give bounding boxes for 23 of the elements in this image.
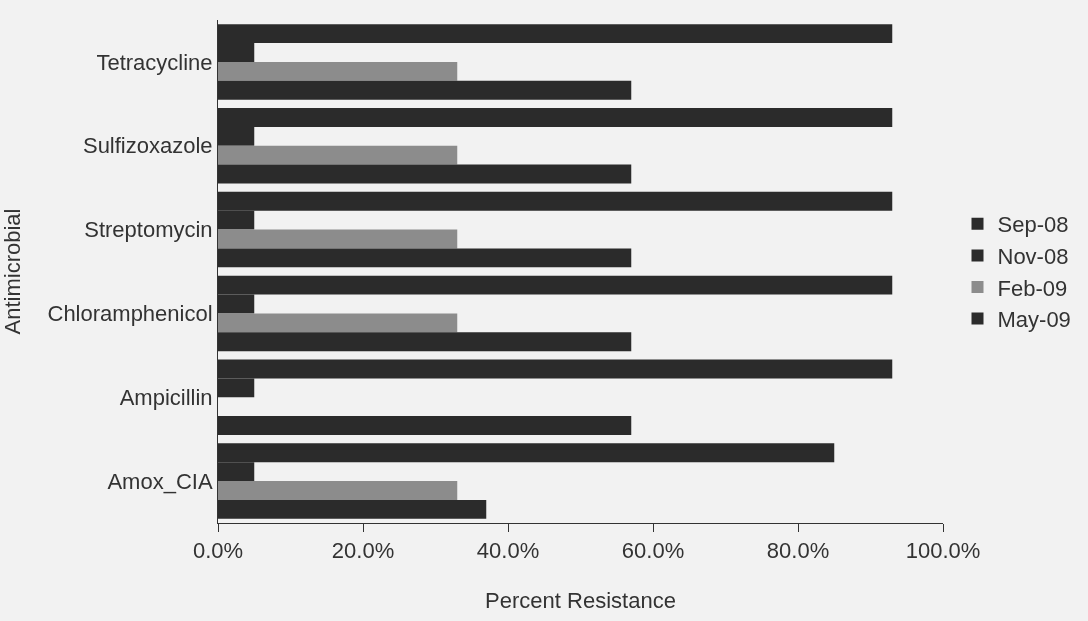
legend-label: May-09 xyxy=(997,307,1071,333)
y-tick-label: Streptomycin xyxy=(84,217,213,243)
bar xyxy=(218,61,458,81)
x-axis-title: Percent Resistance xyxy=(485,588,676,614)
x-tick-label: 60.0% xyxy=(621,538,685,564)
y-tick-label: Chloramphenicol xyxy=(47,301,213,327)
legend-label: Nov-08 xyxy=(997,243,1069,269)
x-tick-label: 0.0% xyxy=(192,538,244,564)
y-tick-label: Ampicillin xyxy=(119,384,213,410)
y-tick-label: Amox_CIA xyxy=(107,468,213,494)
x-tick-label: 80.0% xyxy=(766,538,830,564)
bar xyxy=(218,229,458,249)
bar xyxy=(218,313,458,333)
x-tick-label: 20.0% xyxy=(331,538,395,564)
x-tick-label: 100.0% xyxy=(905,538,981,564)
bar xyxy=(218,145,458,165)
x-tick-label: 40.0% xyxy=(476,538,540,564)
legend-label: Feb-09 xyxy=(997,275,1068,301)
legend-label: Sep-08 xyxy=(997,212,1069,238)
y-tick-label: Tetracycline xyxy=(96,49,213,75)
y-axis-title: Antimicrobial xyxy=(0,208,26,335)
y-tick-label: Sulfizoxazole xyxy=(82,133,213,159)
bar xyxy=(218,481,458,500)
